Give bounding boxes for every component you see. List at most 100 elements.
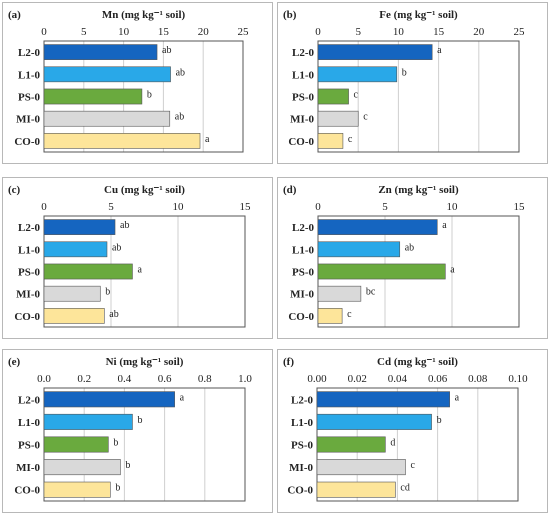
significance-letter: b <box>402 67 407 78</box>
chart-panel-6: (f) Cd (mg kg⁻¹ soil) 0.00 0.02 0.04 0.06 0.08… <box>277 349 548 513</box>
chart-panel-5: (e) Ni (mg kg⁻¹ soil) 0.0 0.2 0.4 0.6 0.8 1.0 L2… <box>2 349 273 513</box>
x-tick-label: 15 <box>240 201 252 213</box>
significance-letter: b <box>105 287 110 298</box>
y-category-label: PS-0 <box>292 92 315 104</box>
bar-co-0 <box>43 133 201 149</box>
x-tick-label: 20 <box>473 26 485 38</box>
bar-mi-0 <box>316 459 406 476</box>
bar-l1-0 <box>317 241 401 258</box>
y-category-label: L1-0 <box>291 417 314 429</box>
y-category-label: CO-0 <box>287 485 313 497</box>
y-category-label: L1-0 <box>18 244 41 256</box>
significance-letter: a <box>205 134 210 145</box>
bar-l2-0 <box>43 219 116 235</box>
significance-letter: a <box>180 392 185 403</box>
significance-letter: ab <box>120 220 129 231</box>
bar-ps-0 <box>317 88 349 105</box>
y-category-label: MI-0 <box>16 289 40 301</box>
bar-co-0 <box>43 481 111 498</box>
y-category-label: CO-0 <box>288 136 314 148</box>
significance-letter: c <box>410 460 415 471</box>
x-tick-label: 0.08 <box>468 373 488 385</box>
y-category-label: L2-0 <box>292 47 315 59</box>
significance-letter: a <box>137 265 142 276</box>
y-category-label: PS-0 <box>18 92 41 104</box>
x-tick-label: 25 <box>514 26 526 38</box>
panel-frame <box>277 177 548 339</box>
bar-co-0 <box>316 481 396 498</box>
x-tick-label: 0 <box>41 201 47 213</box>
x-tick-label: 0.06 <box>428 373 448 385</box>
x-tick-label: 0 <box>315 26 321 38</box>
bar-l1-0 <box>43 66 171 83</box>
x-tick-label: 5 <box>355 26 361 38</box>
x-tick-label: 1.0 <box>238 373 252 385</box>
y-category-label: L2-0 <box>18 394 41 406</box>
y-category-label: L1-0 <box>292 244 315 256</box>
y-category-label: CO-0 <box>14 485 40 497</box>
x-tick-label: 25 <box>238 26 250 38</box>
panel-label: (c) <box>8 184 21 196</box>
bar-l1-0 <box>43 413 133 430</box>
y-category-label: CO-0 <box>288 311 314 323</box>
x-tick-label: 10 <box>173 201 185 213</box>
significance-letter: c <box>354 90 359 101</box>
bar-co-0 <box>317 133 344 149</box>
significance-letter: a <box>442 220 447 231</box>
x-tick-label: 5 <box>108 201 114 213</box>
significance-letter: c <box>363 112 368 123</box>
bar-mi-0 <box>43 285 101 302</box>
x-tick-label: 0.02 <box>348 373 367 385</box>
bar-mi-0 <box>43 110 171 127</box>
bar-mi-0 <box>317 285 362 302</box>
panel-label: (f) <box>283 356 294 368</box>
panel-frame <box>277 2 548 164</box>
y-category-label: MI-0 <box>289 462 313 474</box>
bar-l1-0 <box>316 413 432 430</box>
y-category-label: L2-0 <box>18 222 41 234</box>
x-tick-label: 0.00 <box>307 373 327 385</box>
y-category-label: PS-0 <box>291 440 314 452</box>
significance-letter: b <box>147 90 152 101</box>
bar-ps-0 <box>43 263 133 280</box>
significance-letter: ab <box>405 242 414 253</box>
panel-label: (e) <box>8 356 21 368</box>
panel-label: (a) <box>8 9 21 21</box>
x-tick-label: 10 <box>118 26 130 38</box>
chart-panel-4: (d) Zn (mg kg⁻¹ soil) 0 5 10 15 L2-0 a L1-0 ab PS-… <box>277 177 548 339</box>
significance-letter: b <box>437 415 442 426</box>
significance-letter: ab <box>112 242 121 253</box>
x-tick-label: 10 <box>447 201 459 213</box>
chart-title: Zn (mg kg⁻¹ soil) <box>378 184 459 196</box>
significance-letter: a <box>437 45 442 56</box>
bar-ps-0 <box>317 263 446 280</box>
chart-title: Mn (mg kg⁻¹ soil) <box>102 9 186 21</box>
x-tick-label: 15 <box>433 26 445 38</box>
x-tick-label: 0.2 <box>77 373 91 385</box>
significance-letter: c <box>347 309 352 320</box>
x-tick-label: 15 <box>514 201 526 213</box>
y-category-label: L2-0 <box>292 222 315 234</box>
x-tick-label: 15 <box>158 26 170 38</box>
y-category-label: L2-0 <box>291 394 314 406</box>
significance-letter: bc <box>366 287 376 298</box>
bar-co-0 <box>43 308 105 324</box>
bar-ps-0 <box>43 88 143 105</box>
y-category-label: PS-0 <box>18 267 41 279</box>
bar-ps-0 <box>316 436 386 453</box>
x-tick-label: 0.8 <box>198 373 212 385</box>
chart-title: Fe (mg kg⁻¹ soil) <box>379 9 458 21</box>
chart-title: Cu (mg kg⁻¹ soil) <box>104 184 185 196</box>
bar-mi-0 <box>43 459 121 476</box>
y-category-label: MI-0 <box>290 289 314 301</box>
x-tick-label: 10 <box>393 26 405 38</box>
bar-mi-0 <box>317 110 359 127</box>
significance-letter: ab <box>176 67 185 78</box>
x-tick-label: 0.6 <box>158 373 172 385</box>
significance-letter: a <box>455 392 460 403</box>
x-tick-label: 20 <box>198 26 210 38</box>
bar-l2-0 <box>317 219 438 235</box>
